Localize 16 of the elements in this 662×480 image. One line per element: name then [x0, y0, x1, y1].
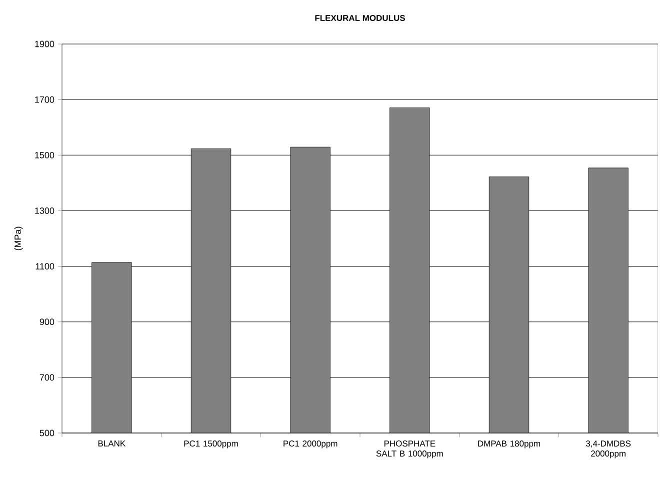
x-tick-label: PC1 2000ppm: [284, 440, 338, 448]
x-tick-label: 3,4-DMDBS 2000ppm: [586, 440, 631, 458]
y-tick-label: 500: [40, 430, 54, 436]
y-tick-label: 1900: [35, 40, 54, 48]
y-axis-title: (MPa): [14, 226, 23, 250]
y-tick-label: 1700: [35, 96, 54, 103]
y-tick-label: 700: [40, 374, 54, 381]
y-tick-label: 1300: [35, 208, 54, 214]
x-tick-label: PHOSPHATE SALT B 1000ppm: [376, 440, 443, 458]
y-tick-label: 900: [40, 318, 54, 326]
x-tick-label: DMPAB 180ppm: [478, 440, 540, 448]
chart-title: FLEXURAL MODULUS: [315, 14, 405, 21]
y-tick-label: 1500: [35, 152, 54, 158]
y-tick-label: 1100: [36, 263, 54, 270]
x-tick-label: PC1 1500ppm: [184, 440, 238, 448]
x-tick-label: BLANK: [98, 440, 126, 446]
